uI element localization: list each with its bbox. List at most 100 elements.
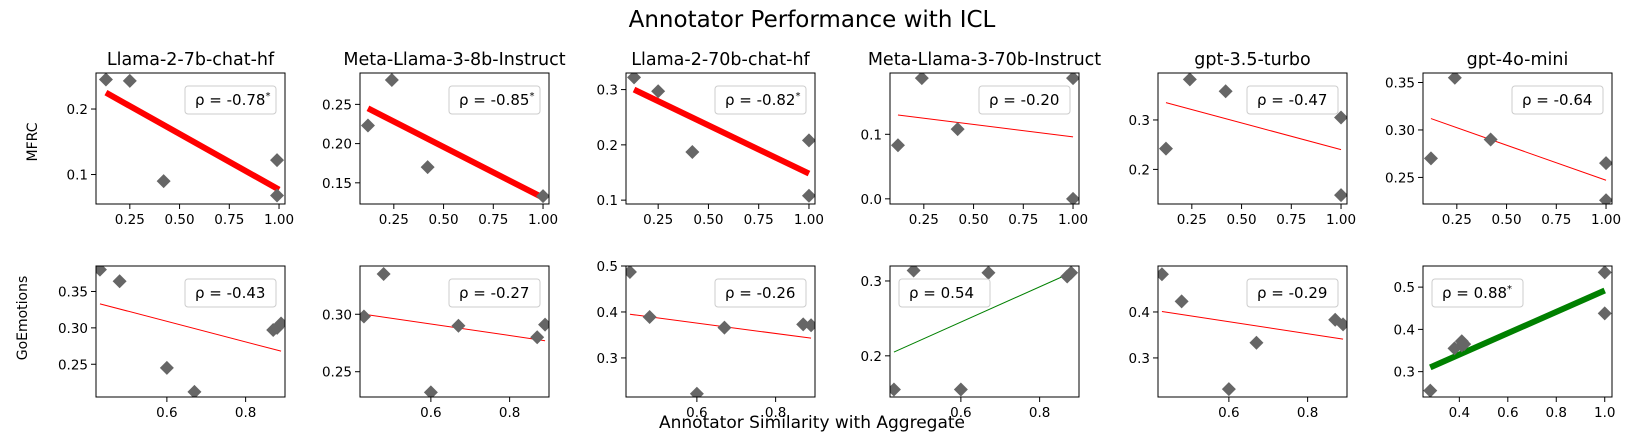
- data-layer: [1423, 266, 1612, 397]
- y-tick-label: 0.3: [1129, 113, 1150, 129]
- data-point: [1174, 294, 1189, 309]
- y-tick-label: 0.3: [597, 351, 618, 367]
- data-point: [950, 122, 965, 137]
- panel-mfrc-llama-2-7b-chat-hf: Llama-2-7b-chat-hf 0.25 0.50 0.75 1.00 0.1 0.2…: [67, 50, 295, 228]
- data-point: [1182, 73, 1197, 87]
- axes-frame: [95, 265, 286, 398]
- data-point: [1221, 382, 1236, 397]
- data-layer: [96, 266, 285, 397]
- regression-line: [1165, 102, 1342, 151]
- y-tick-label: 0.4: [1129, 305, 1150, 321]
- data-point: [1599, 156, 1612, 171]
- panel-mfrc-llama-2-70b-chat-hf: Llama-2-70b-chat-hf 0.25 0.50 0.75 1.00 0.1 0.…: [597, 50, 824, 228]
- rho-box: [714, 278, 807, 308]
- data-point: [1597, 306, 1612, 321]
- x-tick-label: 0.50: [1227, 212, 1257, 228]
- panel-goemotions-gpt-3-5-turbo: 0.6 0.8 0.3 0.4 ρ = -0.29: [1129, 265, 1348, 421]
- figure-xlabel: Annotator Similarity with Aggregate: [659, 413, 965, 433]
- rho-label: ρ = -0.47: [1257, 91, 1327, 109]
- data-point: [890, 382, 901, 397]
- axes-frame: [625, 265, 816, 398]
- data-point: [112, 274, 127, 289]
- rho-label: ρ = 0.54: [909, 284, 974, 302]
- x-tick-label: 0.25: [379, 212, 409, 228]
- axes-frame: [1422, 265, 1613, 398]
- data-point: [530, 330, 545, 345]
- x-tick-label: 0.75: [478, 212, 508, 228]
- x-tick-label: 0.50: [429, 212, 459, 228]
- x-tick-label: 1.0: [1594, 405, 1615, 421]
- y-tick-label: 0.15: [322, 176, 352, 192]
- rho-box: [184, 278, 277, 308]
- significance-star: *: [529, 91, 534, 102]
- rho-label: ρ = -0.78*: [195, 91, 270, 109]
- data-layer: [1158, 73, 1347, 203]
- x-tick-label: 0.25: [1442, 212, 1472, 228]
- regression-line: [99, 303, 282, 352]
- axes-frame: [889, 72, 1080, 205]
- rho-label: ρ = 0.88*: [1442, 284, 1512, 302]
- regression-line: [897, 114, 1074, 138]
- y-tick-label: 0.5: [1394, 280, 1415, 296]
- data-point: [270, 153, 285, 168]
- data-point: [1334, 110, 1347, 125]
- data-point: [1457, 337, 1472, 352]
- significance-star: *: [265, 91, 270, 102]
- data-point: [1483, 132, 1498, 147]
- data-point: [1066, 73, 1079, 86]
- data-point: [451, 318, 466, 333]
- data-point: [801, 133, 815, 148]
- panels: Llama-2-7b-chat-hf 0.25 0.50 0.75 1.00 0.1 0.2…: [58, 50, 1621, 421]
- x-tick-label: 0.50: [959, 212, 989, 228]
- x-tick-label: 0.6: [1218, 405, 1239, 421]
- x-tick-label: 0.25: [1177, 212, 1207, 228]
- x-tick-label: 1.00: [1326, 212, 1356, 228]
- axes-frame: [95, 72, 286, 205]
- x-tick-label: 1.00: [528, 212, 558, 228]
- y-tick-label: 0.1: [597, 193, 618, 209]
- panel-title: Llama-2-7b-chat-hf: [107, 50, 275, 70]
- panel-mfrc-meta-llama-3-70b-instruct: Meta-Llama-3-70b-Instruct 0.25 0.50 0.75 1.0…: [861, 50, 1102, 228]
- data-point: [423, 385, 438, 397]
- x-tick-label: 0.75: [1276, 212, 1306, 228]
- y-tick-label: 0.2: [861, 349, 882, 365]
- rho-box: [1511, 85, 1604, 115]
- row-label-mfrc: MFRC: [25, 122, 41, 161]
- rho-label: ρ = -0.64: [1522, 91, 1592, 109]
- data-point: [689, 386, 704, 397]
- axes-frame: [359, 72, 550, 205]
- y-tick-label: 0.30: [1385, 123, 1415, 139]
- regression-line: [366, 105, 545, 201]
- data-point: [981, 266, 996, 280]
- rho-box: [448, 278, 541, 308]
- panel-title: gpt-4o-mini: [1467, 50, 1569, 70]
- rho-box: [1246, 278, 1339, 308]
- x-tick-label: 0.6: [950, 405, 971, 421]
- data-point: [420, 160, 435, 175]
- data-point: [376, 267, 391, 282]
- axes-frame: [1157, 265, 1348, 398]
- data-point: [1158, 267, 1169, 282]
- y-tick-label: 0.4: [597, 305, 618, 321]
- data-point: [536, 189, 549, 204]
- data-point: [1249, 335, 1264, 350]
- y-tick-label: 0.2: [67, 102, 88, 118]
- data-layer: [890, 266, 1079, 397]
- data-point: [538, 317, 549, 332]
- panel-title: Meta-Llama-3-8b-Instruct: [343, 50, 565, 70]
- data-point: [384, 73, 399, 88]
- rho-label: ρ = -0.26: [725, 284, 795, 302]
- data-point: [122, 73, 137, 88]
- data-point: [98, 73, 113, 87]
- panel-title: Meta-Llama-3-70b-Instruct: [868, 50, 1101, 70]
- x-tick-label: 0.75: [744, 212, 774, 228]
- data-point: [1336, 317, 1347, 332]
- data-layer: [1158, 267, 1347, 397]
- y-tick-label: 0.3: [1394, 365, 1415, 381]
- y-tick-label: 0.1: [67, 168, 88, 184]
- x-tick-label: 0.50: [165, 212, 195, 228]
- data-point: [801, 188, 815, 203]
- panel-goemotions-gpt-4o-mini: 0.4 0.6 0.8 1.0 0.3 0.4 0.5 ρ = 0.88*: [1394, 265, 1615, 421]
- panel-goemotions-llama-2-70b-chat-hf: 0.6 0.8 0.3 0.4 0.5 ρ = -0.26: [597, 259, 816, 421]
- x-tick-label: 1.00: [264, 212, 294, 228]
